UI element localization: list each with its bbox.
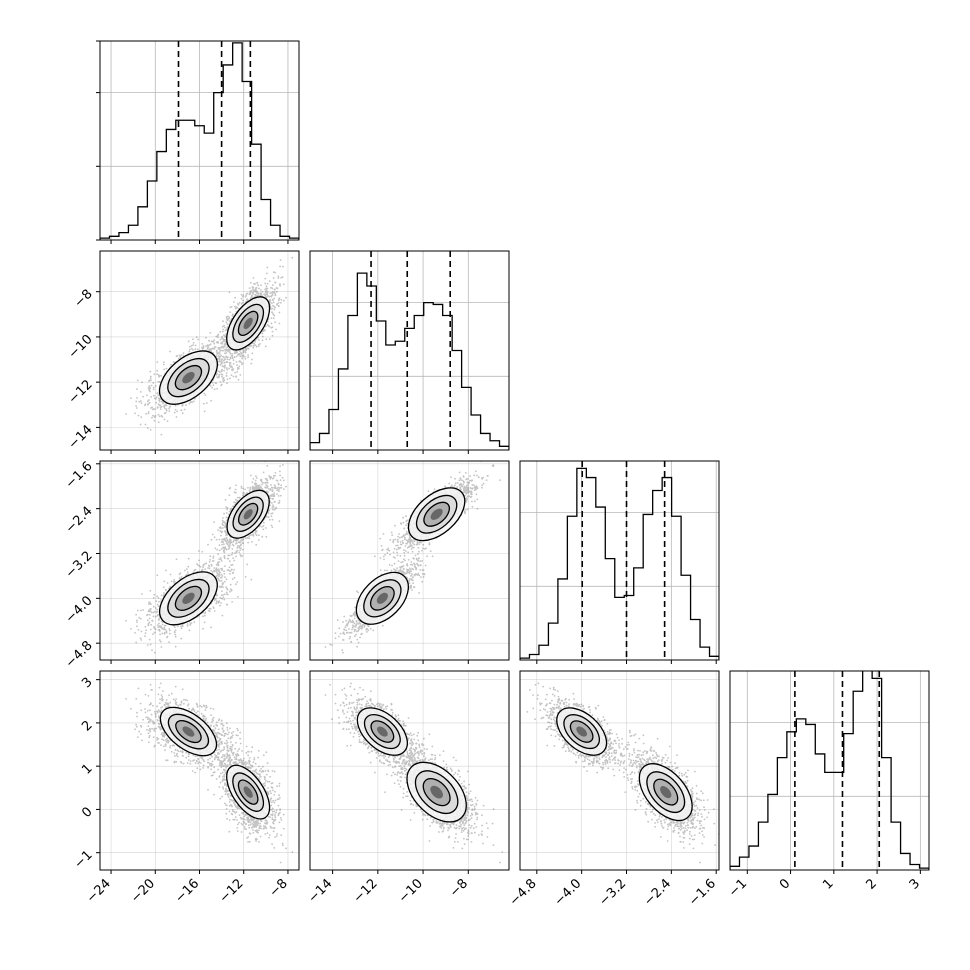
x-tick-label: −4.8	[507, 876, 540, 909]
contour-1-3	[430, 508, 443, 520]
histogram-3	[730, 671, 929, 870]
y-tick-label: 0	[79, 804, 95, 820]
y-tick-label: −3.2	[63, 549, 96, 582]
x-tick-label: −14	[305, 876, 335, 906]
x-tick-label: 2	[863, 876, 879, 892]
x-tick-label: −1.6	[686, 876, 719, 909]
contour-1-3	[660, 786, 672, 799]
panel-frame	[309, 250, 510, 451]
scatter-points	[526, 682, 719, 864]
histogram-2	[520, 467, 719, 660]
scatter-points	[125, 256, 294, 436]
x-tick-label: 0	[777, 876, 793, 892]
contour-1-3	[243, 509, 253, 520]
panel-frame	[519, 460, 720, 661]
scatter-points	[125, 682, 294, 864]
panel-frame	[519, 670, 720, 871]
panel-frame	[309, 460, 510, 661]
y-tick-label: −12	[66, 377, 96, 407]
y-tick-label: −4.8	[63, 638, 96, 671]
x-tick-label: −2.4	[641, 876, 674, 909]
contour-0-3	[576, 726, 587, 737]
x-tick-label: −10	[396, 876, 426, 906]
y-tick-label: −8	[71, 287, 95, 311]
y-tick-label: −14	[66, 422, 96, 452]
x-tick-label: −4.0	[552, 876, 585, 909]
panel-2-2	[519, 460, 720, 664]
contour-0-3	[182, 371, 195, 384]
panel-2-1	[309, 460, 510, 664]
y-tick-label: 3	[79, 675, 95, 691]
x-tick-label: −1	[726, 876, 750, 900]
x-tick-label: −16	[172, 876, 202, 906]
panel-3-1: −14 −12 −10 −8	[305, 670, 510, 906]
panel-3-0: −24 −20 −16 −12 −8 3 2 1 0 −1	[71, 670, 300, 906]
contour-0-3	[376, 592, 388, 604]
x-tick-label: −12	[217, 876, 247, 906]
panel-frame	[729, 670, 930, 871]
panel-1-1	[309, 250, 510, 454]
contour-1-3	[243, 317, 253, 330]
x-tick-label: 3	[907, 876, 923, 892]
histogram-1	[310, 272, 509, 450]
panel-2-0: −1.6 −2.4 −3.2 −4.0 −4.8	[63, 459, 300, 671]
contour-0-3	[182, 726, 195, 737]
x-tick-label: −12	[351, 876, 381, 906]
y-tick-label: −1	[71, 848, 95, 872]
y-tick-label: 2	[79, 718, 95, 734]
y-tick-label: −1.6	[63, 459, 96, 492]
x-tick-label: −8	[447, 876, 471, 900]
y-tick-label: −10	[66, 332, 96, 362]
panel-frame	[309, 670, 510, 871]
y-tick-label: −2.4	[63, 504, 96, 537]
x-tick-label: −24	[84, 876, 114, 906]
contour-0-3	[182, 592, 195, 605]
contour-1-3	[243, 786, 253, 798]
contour-0-3	[377, 726, 388, 737]
panel-3-2: −4.8 −4.0 −3.2 −2.4 −1.6	[507, 670, 720, 909]
contour-1-3	[430, 785, 443, 799]
panel-3-3: −1 0 1 2 3	[726, 670, 930, 900]
y-tick-label: −4.0	[63, 593, 96, 626]
x-tick-label: −20	[128, 876, 158, 906]
y-tick-label: 1	[79, 761, 95, 777]
x-tick-label: 1	[820, 876, 836, 892]
x-tick-label: −8	[267, 876, 291, 900]
x-tick-label: −3.2	[596, 876, 629, 909]
panel-0-0	[96, 40, 300, 244]
histogram-0	[100, 42, 299, 240]
scatter-points	[324, 461, 501, 654]
panel-1-0: −8 −10 −12 −14	[66, 250, 300, 454]
scatter-points	[125, 461, 287, 654]
